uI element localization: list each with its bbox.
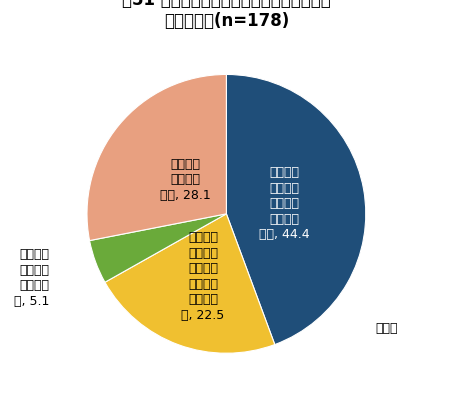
Wedge shape [90, 214, 226, 282]
Wedge shape [105, 214, 275, 353]
Wedge shape [87, 74, 226, 241]
Text: 全額自己
負担して
も使いた
い, 5.1: 全額自己 負担して も使いた い, 5.1 [14, 248, 49, 308]
Text: （％）: （％） [376, 322, 398, 335]
Title: 図51 料金負担によるサテライトオフィス等
の利用意向(n=178): 図51 料金負担によるサテライトオフィス等 の利用意向(n=178) [122, 0, 331, 30]
Text: ある程度
を勤め先
が支払う
のであれ
ば使いた
い, 22.5: ある程度 を勤め先 が支払う のであれ ば使いた い, 22.5 [182, 231, 225, 322]
Wedge shape [226, 74, 366, 345]
Text: 全額勤め
先が支払
うのであ
れば使い
たい, 44.4: 全額勤め 先が支払 うのであ れば使い たい, 44.4 [259, 166, 310, 241]
Text: 使いたい
とは思わ
ない, 28.1: 使いたい とは思わ ない, 28.1 [160, 158, 211, 202]
